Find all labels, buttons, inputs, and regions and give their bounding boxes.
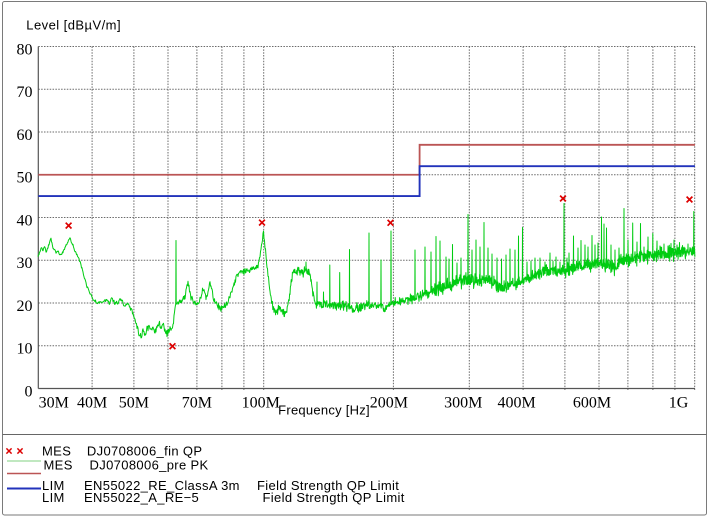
svg-text:50: 50 xyxy=(17,170,33,187)
svg-text:80: 80 xyxy=(17,41,33,58)
svg-text:LIM: LIM xyxy=(42,490,65,505)
svg-text:70: 70 xyxy=(17,84,33,101)
svg-text:30: 30 xyxy=(17,255,33,272)
svg-text:50M: 50M xyxy=(119,395,149,412)
svg-text:400M: 400M xyxy=(497,395,535,412)
svg-text:20: 20 xyxy=(17,298,33,315)
svg-text:40M: 40M xyxy=(77,395,107,412)
svg-text:Field Strength QP Limit: Field Strength QP Limit xyxy=(263,490,405,505)
svg-text:30M: 30M xyxy=(39,395,69,412)
svg-text:1G: 1G xyxy=(669,395,689,412)
svg-text:Frequency [Hz]: Frequency [Hz] xyxy=(278,403,370,418)
svg-text:DJ0708006_pre PK: DJ0708006_pre PK xyxy=(90,457,209,472)
svg-text:100M: 100M xyxy=(242,395,280,412)
svg-text:600M: 600M xyxy=(573,395,611,412)
svg-text:40: 40 xyxy=(17,212,33,229)
svg-text:Level [dBµV/m]: Level [dBµV/m] xyxy=(26,17,121,32)
svg-text:EN55022_RE_ClassA 3m: EN55022_RE_ClassA 3m xyxy=(84,478,240,493)
svg-text:70M: 70M xyxy=(182,395,212,412)
svg-text:DJ0708006_fin QP: DJ0708006_fin QP xyxy=(87,443,202,458)
svg-text:200M: 200M xyxy=(370,395,408,412)
svg-text:60: 60 xyxy=(17,127,33,144)
svg-text:10: 10 xyxy=(17,341,33,358)
svg-text:300M: 300M xyxy=(444,395,482,412)
svg-text:EN55022_A_RE−5: EN55022_A_RE−5 xyxy=(84,490,199,505)
svg-text:Field Strength QP Limit: Field Strength QP Limit xyxy=(257,478,399,493)
svg-text:MES: MES xyxy=(44,457,73,472)
svg-text:0: 0 xyxy=(25,383,33,400)
svg-text:LIM: LIM xyxy=(42,478,65,493)
svg-text:MES: MES xyxy=(42,443,71,458)
